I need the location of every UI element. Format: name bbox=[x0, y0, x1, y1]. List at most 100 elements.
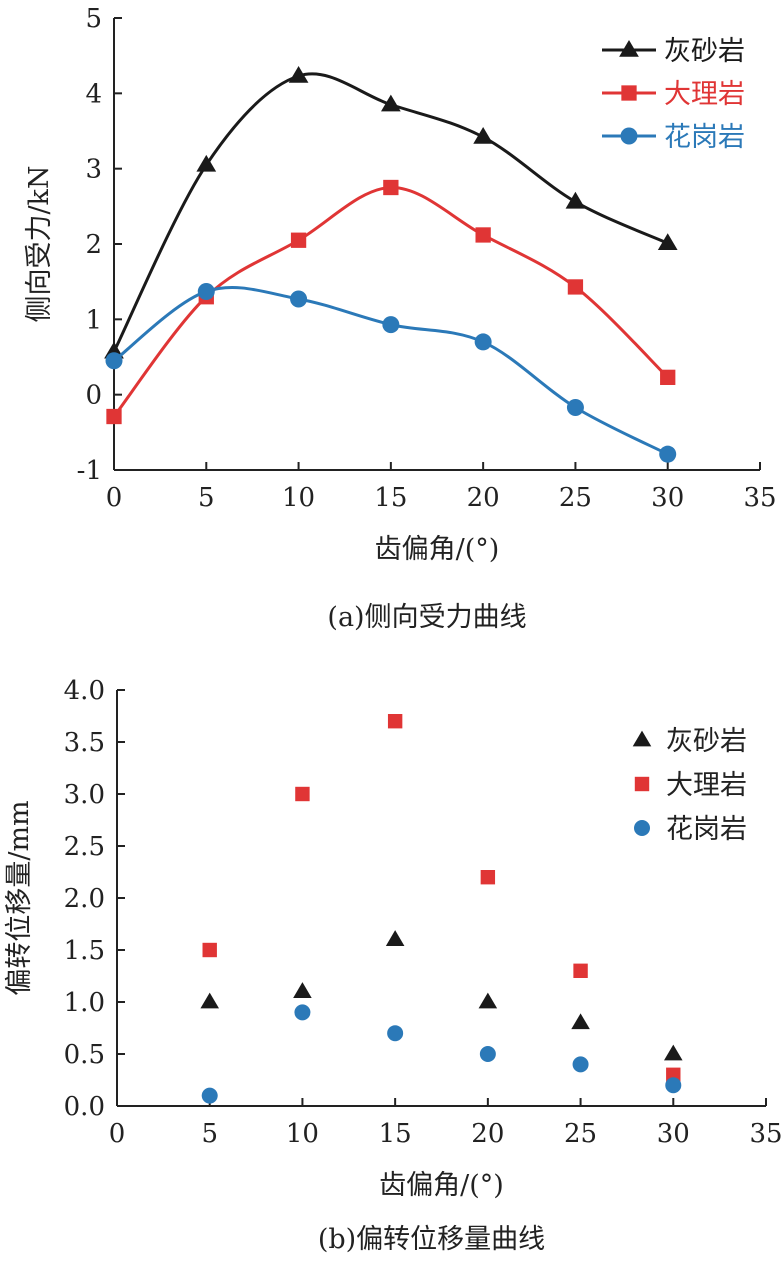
data-point bbox=[664, 1044, 683, 1061]
x-tick-label: 10 bbox=[282, 483, 315, 513]
data-point bbox=[571, 1013, 590, 1030]
y-tick-label: 1.0 bbox=[64, 988, 105, 1018]
data-point bbox=[479, 1046, 496, 1062]
data-point bbox=[202, 942, 217, 958]
y-tick-label: 3 bbox=[85, 155, 102, 185]
legend-marker bbox=[634, 776, 650, 792]
data-point bbox=[196, 154, 217, 172]
data-point bbox=[657, 233, 678, 251]
y-tick-label: 3.0 bbox=[64, 780, 105, 810]
x-tick-label: 5 bbox=[198, 483, 215, 513]
y-tick-label: -1 bbox=[77, 456, 102, 486]
data-point bbox=[387, 1025, 404, 1042]
x-tick-label: 20 bbox=[467, 483, 500, 513]
legend-label: 花岗岩 bbox=[664, 122, 745, 153]
y-tick-label: 0.5 bbox=[64, 1040, 105, 1070]
x-tick-label: 25 bbox=[559, 483, 592, 513]
y-tick-label: 1 bbox=[85, 305, 102, 335]
data-point bbox=[567, 279, 584, 295]
series-triangle bbox=[104, 65, 678, 359]
legend-label: 灰砂岩 bbox=[666, 726, 747, 757]
data-point bbox=[200, 992, 219, 1009]
data-point bbox=[380, 94, 401, 112]
data-point bbox=[288, 65, 309, 83]
data-point bbox=[665, 1077, 682, 1094]
x-tick-label: 0 bbox=[109, 1119, 126, 1149]
data-point bbox=[106, 408, 122, 425]
y-tick-label: 0.0 bbox=[64, 1092, 105, 1122]
data-point bbox=[294, 1004, 311, 1021]
data-point bbox=[382, 316, 400, 334]
x-tick-label: 5 bbox=[201, 1119, 218, 1149]
y-tick-label: 1.5 bbox=[64, 936, 105, 966]
data-point bbox=[473, 127, 494, 144]
x-tick-label: 0 bbox=[106, 483, 123, 513]
data-point bbox=[474, 333, 492, 351]
x-tick-label: 15 bbox=[374, 483, 407, 513]
y-tick-label: 3.5 bbox=[64, 728, 105, 758]
data-point bbox=[295, 786, 310, 802]
data-point bbox=[201, 1087, 218, 1104]
x-tick-label: 15 bbox=[379, 1119, 412, 1149]
data-point bbox=[573, 963, 588, 978]
y-axis-title: 偏转位移量/mm bbox=[4, 800, 35, 995]
series-square bbox=[106, 179, 676, 425]
legend-marker bbox=[621, 85, 637, 101]
series-line bbox=[112, 72, 669, 353]
series-line bbox=[112, 185, 669, 418]
x-tick-label: 25 bbox=[564, 1119, 597, 1149]
data-point bbox=[383, 179, 399, 196]
deflection-displacement-chart: 0 5 10 15 20 25 30 35 0.0 0.5 1.0 1.5 2.0 2.5 3.0 3.5 4.… bbox=[0, 660, 783, 1267]
y-tick-label: 4 bbox=[85, 79, 102, 109]
y-axis-title: 侧向受力/kN bbox=[24, 165, 55, 322]
data-point bbox=[387, 714, 403, 729]
data-point bbox=[293, 982, 312, 998]
series-circle bbox=[105, 282, 677, 463]
data-point bbox=[290, 232, 307, 248]
data-point bbox=[105, 352, 123, 370]
data-point bbox=[480, 870, 496, 885]
data-point bbox=[385, 930, 405, 946]
legend-label: 灰砂岩 bbox=[664, 36, 745, 67]
y-tick-label: 2.5 bbox=[64, 832, 105, 862]
series-square bbox=[202, 714, 681, 1082]
x-tick-label: 30 bbox=[657, 1119, 690, 1149]
legend-marker bbox=[620, 127, 638, 145]
y-tick-label: 0 bbox=[85, 381, 102, 411]
series-line bbox=[113, 286, 669, 456]
legend-label: 花岗岩 bbox=[666, 814, 747, 845]
lateral-force-plot: 0 5 10 15 20 25 30 35-1012345齿偏角/(°)侧向受力/kN(a)侧… bbox=[24, 4, 777, 633]
data-point bbox=[197, 282, 215, 300]
series-triangle bbox=[200, 930, 683, 1061]
chart-caption: (a)侧向受力曲线 bbox=[327, 602, 526, 633]
chart-caption: (b)偏转位移量曲线 bbox=[318, 1224, 545, 1255]
x-tick-label: 35 bbox=[749, 1119, 782, 1149]
x-axis-title: 齿偏角/(°) bbox=[379, 1170, 504, 1201]
y-tick-label: 5 bbox=[85, 4, 102, 34]
legend-label: 大理岩 bbox=[664, 79, 745, 110]
data-point bbox=[290, 290, 308, 308]
x-tick-label: 10 bbox=[286, 1119, 319, 1149]
data-point bbox=[572, 1056, 589, 1073]
data-point bbox=[475, 227, 491, 243]
series-circle bbox=[201, 1004, 682, 1104]
legend-marker bbox=[634, 820, 650, 836]
x-tick-label: 20 bbox=[471, 1119, 504, 1149]
x-axis-title: 齿偏角/(°) bbox=[375, 534, 500, 565]
deflection-displacement-plot: 0 5 10 15 20 25 30 35 0.0 0.5 1.0 1.5 2.0 2.5 3.0 3.5 4.… bbox=[4, 676, 783, 1255]
y-tick-label: 2.0 bbox=[64, 884, 105, 914]
legend-label: 大理岩 bbox=[666, 770, 747, 801]
data-point bbox=[566, 398, 584, 416]
y-tick-label: 2 bbox=[85, 230, 102, 260]
data-point bbox=[478, 992, 498, 1009]
x-tick-label: 30 bbox=[651, 483, 684, 513]
lateral-force-chart: 0 5 10 15 20 25 30 35 -1 0 1 2 3 4 5 齿偏角/(°) 侧向受力/kN (a)侧… bbox=[24, 4, 777, 633]
data-point bbox=[565, 191, 586, 209]
x-tick-label: 35 bbox=[743, 483, 776, 513]
data-point bbox=[660, 369, 676, 385]
data-point bbox=[659, 445, 677, 463]
legend-marker bbox=[619, 39, 639, 57]
legend-marker bbox=[632, 730, 652, 747]
